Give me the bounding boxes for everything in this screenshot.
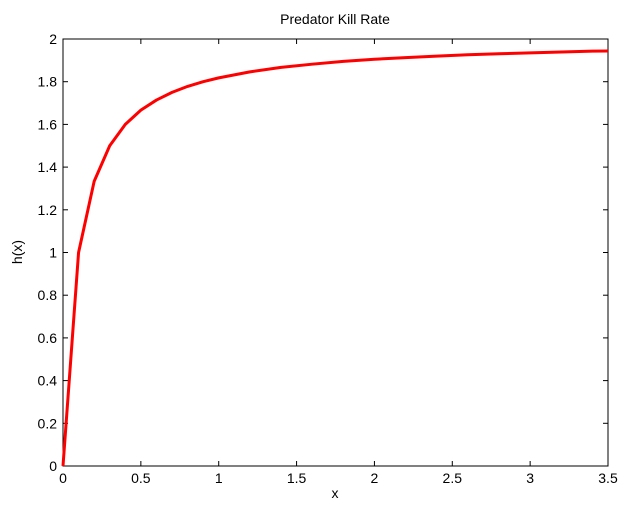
y-tick-label: 0.4 <box>38 373 58 389</box>
chart-title: Predator Kill Rate <box>280 11 390 27</box>
x-tick-label: 0.5 <box>131 470 151 486</box>
x-tick-label: 1 <box>215 470 223 486</box>
x-tick-label: 2 <box>371 470 379 486</box>
x-tick-label: 1.5 <box>287 470 307 486</box>
y-tick-label: 0.8 <box>38 287 58 303</box>
x-tick-label: 3 <box>526 470 534 486</box>
x-axis-label: x <box>332 485 339 501</box>
y-tick-label: 0.6 <box>38 330 58 346</box>
x-tick-label: 0 <box>59 470 67 486</box>
y-tick-label: 1.6 <box>38 116 58 132</box>
y-axis: 0 0.2 0.4 0.6 0.8 1 1.2 1.4 1.6 1.8 2 <box>38 31 608 474</box>
y-axis-label: h(x) <box>9 240 25 264</box>
plot-area <box>62 38 609 467</box>
series-line <box>61 49 609 467</box>
series-layer <box>61 49 609 467</box>
y-tick-label: 0 <box>49 458 57 474</box>
x-tick-label: 3.5 <box>598 470 618 486</box>
y-tick-label: 1.8 <box>38 74 58 90</box>
y-tick-label: 2 <box>49 31 57 47</box>
y-tick-label: 1 <box>49 245 57 261</box>
y-tick-label: 0.2 <box>38 415 58 431</box>
y-tick-label: 1.2 <box>38 202 58 218</box>
x-tick-label: 2.5 <box>443 470 463 486</box>
x-axis: 0 0.5 1 1.5 2 2.5 3 3.5 <box>59 39 618 486</box>
y-tick-label: 1.4 <box>38 159 58 175</box>
